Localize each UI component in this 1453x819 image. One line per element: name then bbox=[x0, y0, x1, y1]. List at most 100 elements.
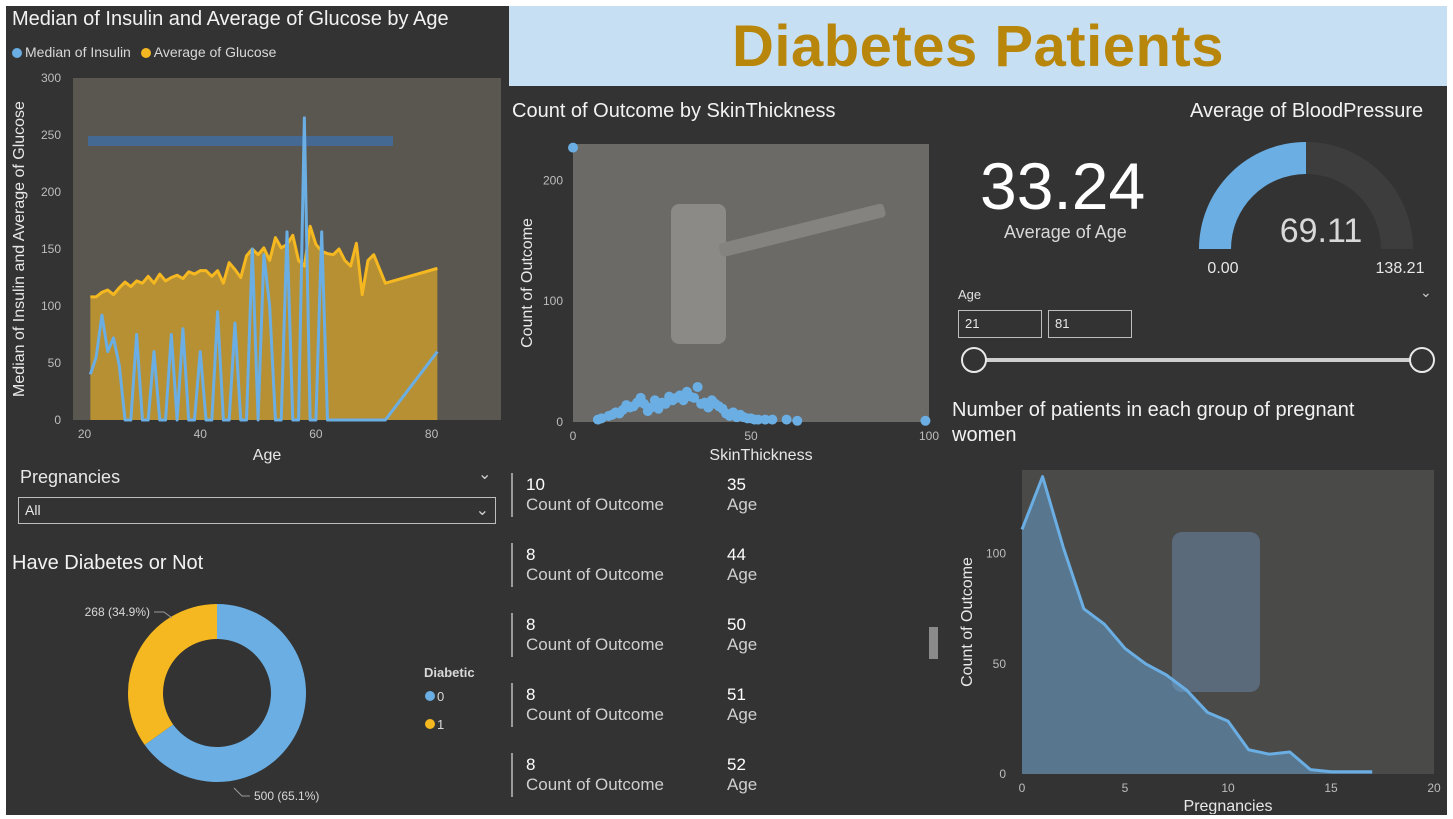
card-count-label: Count of Outcome bbox=[526, 565, 664, 584]
insulin-vial-photo bbox=[573, 144, 929, 422]
card-count-value: 10 bbox=[526, 475, 545, 494]
cards-scrollbar[interactable] bbox=[929, 627, 938, 659]
card-accent-bar bbox=[511, 473, 513, 517]
x-tick-label: 80 bbox=[425, 427, 439, 441]
dashboard-banner: Diabetes Patients bbox=[509, 6, 1447, 86]
area-chart-title-line2: women bbox=[952, 424, 1017, 446]
x-tick-label: 0 bbox=[570, 429, 577, 443]
glucose-line[interactable] bbox=[90, 224, 438, 299]
scatter-point[interactable] bbox=[767, 414, 778, 425]
card-row: 8 Count of Outcome 50 Age bbox=[511, 613, 891, 657]
card-count-label: Count of Outcome bbox=[526, 635, 664, 654]
pregnancies-area-chart[interactable]: 0 50 100 0 5 10 15 20 Pregnancies Count of Outcom… bbox=[946, 456, 1446, 814]
x-tick-label: 40 bbox=[194, 427, 208, 441]
age-slider-max-handle[interactable] bbox=[1409, 347, 1435, 373]
card-age-value: 50 bbox=[727, 615, 746, 634]
y-tick-label: 0 bbox=[999, 767, 1006, 781]
pregnancies-dropdown[interactable]: All ⌄ bbox=[18, 497, 496, 524]
y-tick-label: 0 bbox=[54, 413, 61, 427]
gauge-value-label: 69.11 bbox=[1280, 212, 1363, 250]
scatter-point[interactable] bbox=[760, 414, 771, 425]
dashboard-canvas: Median of Insulin and Average of Glucose… bbox=[6, 6, 1447, 815]
skinthickness-scatter-chart[interactable]: 0 100 200 0 50 100 SkinThickness Count of Outco… bbox=[506, 126, 946, 466]
x-tick-label: 5 bbox=[1122, 781, 1129, 795]
bloodpressure-gauge[interactable]: 69.11 0.00 138.21 bbox=[1186, 121, 1426, 281]
area-chart-title: Number of patients in each group of preg… bbox=[952, 398, 1354, 448]
vial-shape bbox=[1172, 532, 1260, 692]
vial-shape bbox=[671, 204, 726, 344]
insulin-glucose-line-chart[interactable]: 0 50 100 150 200 250 300 20 40 60 80 Age Median of I… bbox=[6, 66, 506, 466]
scatter-point[interactable] bbox=[920, 415, 931, 426]
dashboard-title: Diabetes Patients bbox=[731, 13, 1224, 79]
y-tick-label: 100 bbox=[41, 299, 61, 313]
card-count-value: 8 bbox=[526, 755, 536, 774]
scatter-point[interactable] bbox=[568, 142, 578, 153]
chevron-down-icon: ⌄ bbox=[475, 502, 489, 519]
y-tick-label: 50 bbox=[993, 657, 1007, 671]
syringe-shape bbox=[718, 203, 886, 257]
pregnancies-area bbox=[1022, 476, 1373, 774]
y-axis-label: Count of Outcome bbox=[959, 557, 976, 687]
legend-label-1[interactable]: 1 bbox=[437, 717, 444, 732]
pregnancies-selected-value: All bbox=[25, 502, 41, 518]
leader-line bbox=[233, 787, 250, 797]
line-chart-title: Median of Insulin and Average of Glucose… bbox=[12, 8, 449, 30]
age-from-input[interactable]: 21 bbox=[958, 310, 1042, 338]
average-age-label: Average of Age bbox=[1004, 222, 1127, 242]
age-to-input[interactable]: 81 bbox=[1048, 310, 1132, 338]
slice-0-data-label: 500 (65.1%) bbox=[254, 789, 319, 803]
donut-slice-1[interactable] bbox=[127, 604, 217, 745]
card-count-label: Count of Outcome bbox=[526, 775, 664, 794]
scatter-point[interactable] bbox=[689, 392, 700, 403]
pregnancies-collapse-chevron-icon[interactable]: ⌄ bbox=[478, 466, 492, 483]
x-tick-label: 20 bbox=[1427, 781, 1441, 795]
age-slider-track bbox=[974, 358, 1424, 362]
y-tick-label: 250 bbox=[41, 128, 61, 142]
x-tick-label: 100 bbox=[919, 429, 939, 443]
age-slider-min-handle[interactable] bbox=[961, 347, 987, 373]
gauge-max-label: 138.21 bbox=[1376, 260, 1425, 277]
slice-1-data-label: 268 (34.9%) bbox=[85, 605, 150, 619]
legend-item-insulin[interactable]: Median of Insulin bbox=[12, 44, 131, 60]
card-age-label: Age bbox=[727, 565, 758, 584]
card-age-value: 52 bbox=[727, 755, 746, 774]
card-age-value: 51 bbox=[727, 685, 746, 704]
scatter-point[interactable] bbox=[753, 414, 764, 425]
gauge-value-arc[interactable] bbox=[1199, 142, 1307, 249]
card-row: 10 Count of Outcome 35 Age bbox=[511, 473, 891, 517]
card-row: 8 Count of Outcome 44 Age bbox=[511, 543, 891, 587]
card-count-label: Count of Outcome bbox=[526, 705, 664, 724]
y-tick-label: 0 bbox=[556, 415, 563, 429]
legend-label-0[interactable]: 0 bbox=[437, 689, 444, 704]
card-age-value: 44 bbox=[727, 545, 746, 564]
insulin-legend-dot bbox=[12, 48, 22, 58]
scatter-chart-title: Count of Outcome by SkinThickness bbox=[512, 100, 836, 122]
scatter-point[interactable] bbox=[692, 381, 703, 392]
x-tick-label: 20 bbox=[78, 427, 92, 441]
card-count-value: 8 bbox=[526, 615, 536, 634]
card-row: 8 Count of Outcome 51 Age bbox=[511, 683, 891, 727]
card-accent-bar bbox=[511, 613, 513, 657]
chevron-down-icon[interactable]: ⌄ bbox=[1420, 284, 1432, 300]
area-chart-title-line1: Number of patients in each group of preg… bbox=[952, 399, 1355, 421]
donut-slice-0[interactable] bbox=[144, 604, 306, 782]
card-age-label: Age bbox=[727, 635, 758, 654]
average-age-value: 33.24 bbox=[980, 149, 1146, 223]
card-accent-bar bbox=[511, 753, 513, 797]
donut-title: Have Diabetes or Not bbox=[12, 552, 204, 574]
y-tick-label: 200 bbox=[543, 173, 563, 187]
gauge-remaining-arc bbox=[1306, 142, 1413, 249]
y-tick-label: 50 bbox=[48, 356, 62, 370]
y-axis-label: Count of Outcome bbox=[519, 218, 536, 348]
pregnancies-line[interactable] bbox=[1020, 475, 1373, 774]
insulin-line[interactable] bbox=[88, 116, 439, 422]
card-age-label: Age bbox=[727, 775, 758, 794]
glucose-legend-dot bbox=[140, 48, 151, 58]
legend-dot-0 bbox=[425, 691, 435, 701]
y-tick-label: 200 bbox=[41, 185, 61, 199]
scatter-point[interactable] bbox=[781, 414, 792, 425]
scatter-point[interactable] bbox=[792, 415, 803, 426]
gauge-title: Average of BloodPressure bbox=[1190, 100, 1424, 122]
diabetes-donut-chart[interactable]: 500 (65.1%) 268 (34.9%) Diabetic 0 1 bbox=[6, 586, 506, 815]
legend-item-glucose[interactable]: Average of Glucose bbox=[140, 44, 276, 60]
